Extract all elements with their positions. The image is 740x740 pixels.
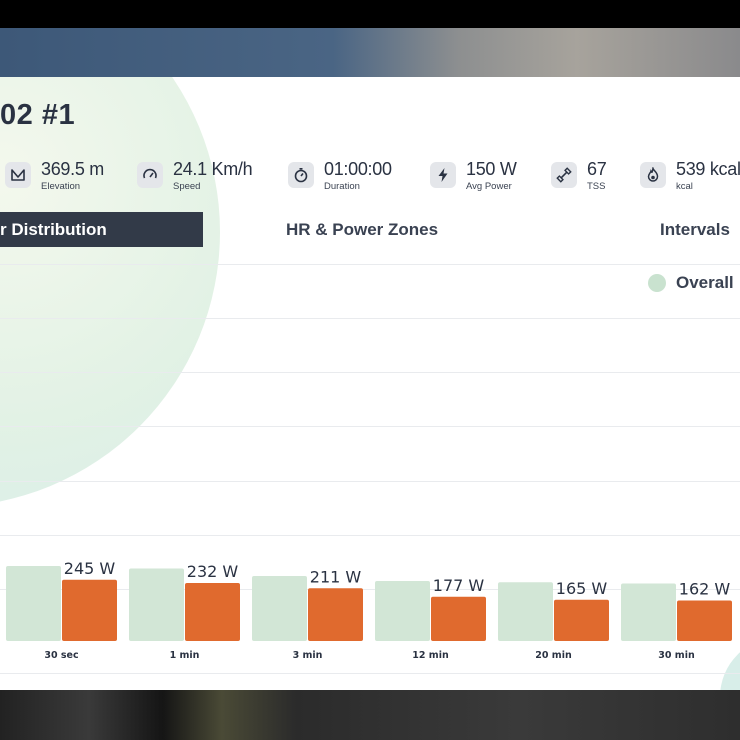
legend-swatch-overall	[648, 274, 666, 292]
category-label: 20 min	[535, 650, 572, 661]
stat-value: 24.1 Km/h	[173, 159, 253, 179]
stat-value: 67	[587, 159, 607, 179]
tab-intervals[interactable]: Intervals	[660, 219, 730, 239]
tab-hr-power-zones[interactable]: HR & Power Zones	[286, 219, 439, 239]
bar-ride-5[interactable]	[677, 600, 732, 642]
lightning-icon	[430, 162, 456, 188]
grid-line	[0, 372, 740, 373]
bar-ride-2[interactable]	[308, 588, 363, 641]
bar-ride-3[interactable]	[431, 596, 486, 641]
stat-value: 539 kcal	[676, 159, 740, 179]
grid-line	[0, 673, 740, 674]
bar-ride-1[interactable]	[185, 583, 240, 641]
bar-data-label: 211 W	[310, 567, 362, 586]
bar-data-label: 177 W	[433, 576, 485, 595]
category-label: 30 min	[658, 650, 695, 661]
stat-label: Avg Power	[466, 181, 512, 192]
bar-data-label: 162 W	[679, 580, 731, 599]
bar-overall-0[interactable]	[6, 566, 61, 641]
bar-ride-0[interactable]	[62, 579, 117, 641]
legend-label-overall: Overall	[676, 273, 734, 292]
stat-label: TSS	[587, 181, 606, 192]
category-label: 12 min	[412, 650, 449, 661]
tab-power-distribution[interactable]: r Distribution	[0, 212, 203, 247]
bar-overall-3[interactable]	[375, 581, 430, 641]
bar-data-label: 245 W	[64, 559, 116, 578]
bar-data-label: 165 W	[556, 579, 608, 598]
power-distribution-chart: 245 W 30 sec 232 W 1 min 211 W 3 min 177 W 12 m…	[6, 559, 732, 661]
category-label: 3 min	[293, 650, 323, 661]
grid-line	[0, 264, 740, 265]
grid-line	[0, 589, 740, 590]
stat-label: Duration	[324, 181, 360, 192]
category-label: 1 min	[170, 650, 200, 661]
category-label: 30 sec	[44, 650, 78, 661]
grid-line	[0, 318, 740, 319]
bar-data-label: 232 W	[187, 562, 239, 581]
stat-label: Elevation	[41, 181, 81, 192]
stopwatch-icon	[288, 162, 314, 188]
speedometer-icon	[137, 162, 163, 188]
bar-overall-5[interactable]	[621, 583, 676, 642]
grid-line	[0, 535, 740, 536]
flame-icon	[640, 162, 666, 188]
workout-card: 02 #1 369.5 m Elevation 24.1 Km/h Speed …	[0, 77, 740, 690]
grid-line	[0, 481, 740, 482]
mountain-icon	[5, 162, 31, 188]
stat-value: 01:00:00	[324, 159, 392, 179]
bar-overall-1[interactable]	[129, 568, 184, 642]
bar-overall-4[interactable]	[498, 582, 553, 641]
chart-legend[interactable]: Overall	[648, 273, 734, 293]
stat-value: 150 W	[466, 159, 517, 179]
bar-ride-4[interactable]	[554, 599, 609, 641]
stat-label: kcal	[676, 181, 693, 192]
bar-overall-2[interactable]	[252, 576, 307, 641]
stat-value: 369.5 m	[41, 159, 104, 179]
top-background-blur	[0, 28, 740, 77]
bottom-background-blur	[0, 690, 740, 740]
dumbbell-icon	[551, 162, 577, 188]
grid-line	[0, 426, 740, 427]
stat-label: Speed	[173, 181, 201, 192]
page-title: 02 #1	[0, 99, 76, 131]
